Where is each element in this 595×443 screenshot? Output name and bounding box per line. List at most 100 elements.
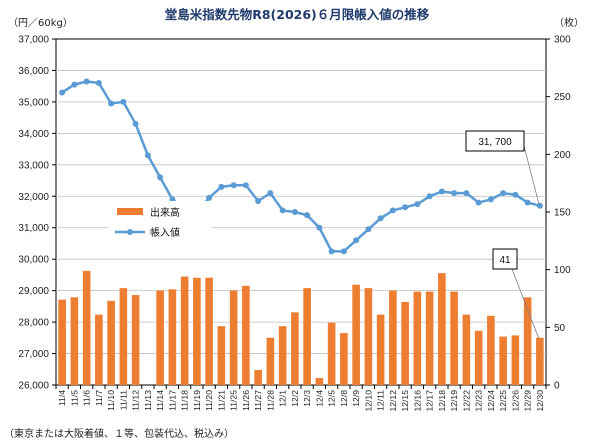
price-point: [242, 182, 249, 189]
chart-title: 堂島米指数先物R8(2026)６月限帳入値の推移: [165, 7, 430, 22]
legend-swatch-volume: [117, 208, 143, 215]
price-point: [365, 226, 372, 233]
left-tick-label: 30,000: [18, 255, 49, 266]
x-tick-label: 12/1: [278, 390, 288, 407]
x-tick-label: 12/25: [498, 390, 508, 412]
volume-bar: [315, 378, 324, 385]
volume-bar: [131, 295, 140, 385]
price-point: [414, 201, 421, 208]
x-tick-label: 12/19: [449, 390, 459, 412]
price-point: [291, 209, 298, 215]
volume-bar: [327, 322, 336, 385]
legend-box: [108, 201, 212, 241]
price-point: [402, 204, 409, 211]
volume-bar: [364, 288, 373, 385]
right-axis-unit: （枚）: [554, 16, 584, 29]
volume-bar: [95, 314, 103, 385]
price-point: [95, 80, 102, 87]
price-point: [377, 215, 384, 222]
left-tick-label: 37,000: [18, 35, 49, 46]
volume-bar: [193, 277, 201, 385]
volume-bar: [217, 326, 226, 385]
legend-marker-price: [127, 229, 133, 235]
price-point: [389, 207, 396, 214]
left-tick-label: 32,000: [18, 192, 49, 203]
footnote: （東京または大阪着値、１等、包装代込、税込み）: [4, 427, 234, 440]
legend-label-volume: 出来高: [150, 206, 180, 219]
left-axis-ticks: 26,000 27,000 28,000 29,000 30,000 31,000 32,0…: [18, 35, 56, 392]
callouts: 31, 700 41: [465, 130, 540, 339]
left-tick-label: 36,000: [18, 66, 49, 77]
price-point: [267, 190, 274, 197]
x-tick-label: 11/5: [69, 390, 79, 406]
x-tick-label: 11/19: [192, 390, 202, 411]
left-tick-label: 34,000: [18, 129, 49, 140]
x-tick-label: 12/29: [523, 390, 533, 412]
x-tick-label: 12/16: [412, 390, 422, 412]
volume-bar: [70, 297, 79, 385]
x-tick-label: 11/12: [131, 390, 141, 411]
volume-bar: [376, 314, 385, 385]
volume-bar: [291, 312, 299, 385]
x-tick-label: 12/17: [425, 390, 435, 412]
price-point: [120, 98, 127, 105]
left-axis-unit: （円／60kg）: [8, 17, 73, 29]
right-axis-ticks: 0 50 100 150 200 250 300: [546, 35, 571, 392]
price-point: [328, 248, 335, 255]
volume-bar: [487, 315, 495, 385]
price-point: [108, 100, 115, 107]
x-tick-label: 11/21: [216, 390, 226, 411]
callout-volume-label: 41: [499, 255, 511, 266]
left-tick-label: 35,000: [18, 97, 49, 108]
right-tick-label: 200: [554, 150, 571, 161]
right-tick-label: 300: [554, 35, 571, 46]
volume-bar: [254, 370, 262, 385]
price-point: [340, 248, 347, 255]
callout-volume-box: [492, 248, 518, 270]
x-tick-label: 12/11: [376, 390, 386, 411]
price-point: [83, 78, 90, 85]
price-point: [353, 237, 360, 244]
volume-bar: [58, 299, 66, 385]
x-tick-label: 11/6: [82, 390, 92, 406]
callout-price-box: [465, 130, 525, 152]
x-tick-label: 12/12: [388, 390, 398, 412]
legend: 出来高 帳入値: [108, 201, 212, 241]
left-tick-label: 28,000: [18, 318, 49, 329]
x-tick-label: 12/9: [351, 390, 361, 407]
x-tick-label: 11/17: [167, 390, 177, 411]
x-tick-label: 12/23: [474, 390, 484, 412]
x-tick-label: 11/26: [241, 390, 251, 411]
settlement-price-line: [59, 78, 543, 255]
x-tick-label: 12/15: [400, 390, 410, 412]
x-tick-label: 12/5: [327, 390, 337, 407]
x-tick-label: 11/27: [253, 390, 263, 411]
volume-bar: [462, 314, 471, 385]
price-point: [487, 196, 494, 203]
price-point: [230, 182, 237, 189]
volume-bar: [266, 337, 275, 385]
price-point: [279, 207, 286, 214]
x-tick-label: 11/25: [229, 390, 239, 411]
price-point: [304, 212, 311, 219]
volume-bars: [58, 270, 544, 385]
price-point: [475, 199, 482, 206]
left-tick-label: 29,000: [18, 286, 49, 297]
x-tick-label: 11/4: [57, 390, 67, 406]
right-tick-label: 250: [554, 92, 571, 103]
x-tick-label: 12/22: [461, 390, 471, 412]
price-point: [316, 224, 323, 231]
price-point: [255, 197, 262, 204]
callout-price-label: 31, 700: [478, 137, 512, 148]
volume-bar: [119, 288, 128, 385]
volume-bar: [352, 284, 360, 385]
volume-bar: [278, 326, 287, 385]
x-tick-label: 11/28: [265, 390, 275, 411]
price-point: [218, 183, 225, 190]
x-tick-label: 12/3: [302, 390, 312, 407]
callout-price-leader: [523, 145, 540, 204]
left-tick-label: 27,000: [18, 349, 49, 360]
volume-bar: [242, 285, 250, 385]
price-point: [132, 120, 139, 127]
x-tick-label: 12/18: [437, 390, 447, 412]
